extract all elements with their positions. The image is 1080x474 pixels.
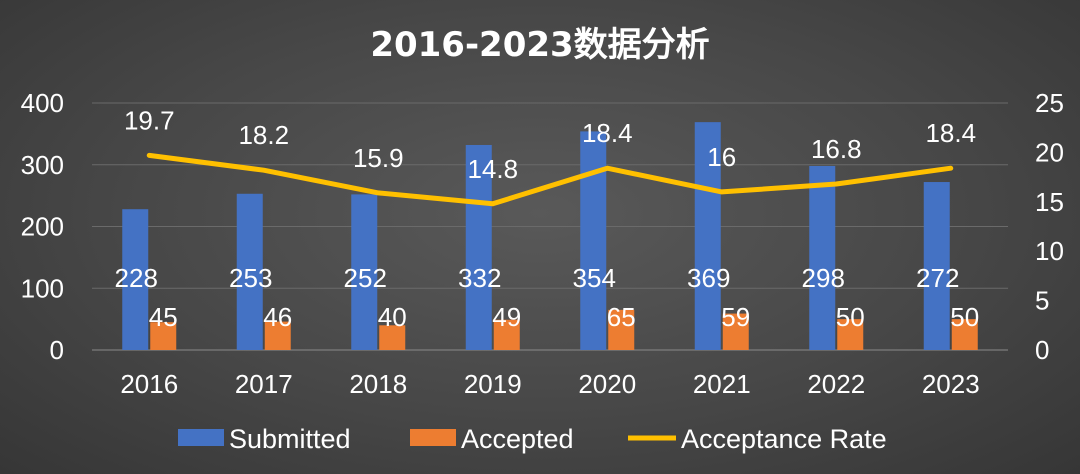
bar-accepted — [951, 319, 978, 350]
y-left-tick-label: 300 — [21, 150, 64, 180]
legend-label-accepted: Accepted — [461, 424, 574, 454]
data-label-accepted: 59 — [721, 302, 750, 332]
bar-submitted — [351, 194, 378, 350]
legend-label-submitted: Submitted — [229, 424, 351, 454]
data-label-accepted: 65 — [607, 302, 636, 332]
data-label-acceptance-rate: 18.4 — [582, 118, 633, 148]
data-label-acceptance-rate: 16 — [707, 142, 736, 172]
data-label-submitted: 369 — [687, 263, 730, 293]
x-tick-label: 2020 — [578, 369, 636, 399]
y-right-tick-label: 10 — [1035, 236, 1064, 266]
bar-accepted — [264, 321, 291, 350]
bar-submitted — [465, 144, 492, 350]
y-axis-right: 0 5 10 15 20 25 — [1035, 88, 1064, 365]
legend-swatch-submitted — [178, 429, 224, 446]
data-label-acceptance-rate: 15.9 — [353, 143, 404, 173]
bar-accepted — [150, 322, 177, 350]
bar-submitted — [122, 209, 149, 350]
data-label-submitted: 272 — [916, 263, 959, 293]
line-acceptance-rate — [146, 152, 954, 207]
legend-label-acceptance-rate: Acceptance Rate — [681, 424, 887, 454]
bar-accepted — [493, 319, 520, 350]
bar-submitted — [236, 193, 263, 350]
y-axis-left: 0 100 200 300 400 — [21, 88, 64, 365]
y-right-tick-label: 20 — [1035, 137, 1064, 167]
x-tick-label: 2016 — [120, 369, 178, 399]
data-label-acceptance-rate: 14.8 — [467, 154, 518, 184]
bar-submitted — [923, 182, 950, 350]
data-label-submitted: 253 — [229, 263, 272, 293]
bar-accepted — [722, 313, 749, 350]
bar-series — [122, 122, 978, 350]
gridlines — [92, 102, 1008, 351]
bar-accepted — [608, 309, 635, 350]
x-tick-label: 2022 — [807, 369, 865, 399]
x-tick-label: 2023 — [922, 369, 980, 399]
data-label-accepted: 50 — [950, 302, 979, 332]
x-tick-label: 2017 — [235, 369, 293, 399]
line-series — [146, 152, 954, 207]
data-label-accepted: 50 — [836, 302, 865, 332]
chart-title: 2016-2023数据分析 — [370, 25, 709, 65]
y-left-tick-label: 100 — [21, 273, 64, 303]
x-tick-label: 2019 — [464, 369, 522, 399]
y-right-tick-label: 15 — [1035, 187, 1064, 217]
data-label-accepted: 40 — [378, 302, 407, 332]
bar-submitted — [580, 131, 607, 350]
data-label-acceptance-rate: 18.2 — [238, 120, 289, 150]
y-left-tick-label: 0 — [50, 335, 64, 365]
x-axis: 2016 2017 2018 2019 2020 2021 2022 2023 — [120, 369, 979, 399]
x-tick-label: 2018 — [349, 369, 407, 399]
y-left-tick-label: 200 — [21, 212, 64, 242]
bar-accepted — [379, 325, 406, 350]
y-right-tick-label: 0 — [1035, 335, 1049, 365]
data-label-accepted: 45 — [149, 302, 178, 332]
x-tick-label: 2021 — [693, 369, 751, 399]
data-label-accepted: 46 — [263, 302, 292, 332]
bar-accepted — [837, 319, 864, 350]
data-label-submitted: 252 — [344, 263, 387, 293]
y-right-tick-label: 5 — [1035, 286, 1049, 316]
data-label-submitted: 298 — [802, 263, 845, 293]
data-label-submitted: 354 — [573, 263, 616, 293]
data-label-acceptance-rate: 19.7 — [124, 105, 175, 135]
legend-swatch-accepted — [410, 429, 456, 446]
bar-submitted — [809, 165, 836, 350]
data-labels: 228 45 19.7 253 46 18.2 252 40 15.9 332 49 14.8 354 6… — [115, 105, 980, 332]
data-label-submitted: 228 — [115, 263, 158, 293]
bar-submitted — [694, 122, 721, 350]
legend: Submitted Accepted Acceptance Rate — [178, 424, 887, 454]
data-label-acceptance-rate: 18.4 — [925, 118, 976, 148]
data-label-accepted: 49 — [492, 302, 521, 332]
data-label-submitted: 332 — [458, 263, 501, 293]
y-left-tick-label: 400 — [21, 88, 64, 118]
y-right-tick-label: 25 — [1035, 88, 1064, 118]
data-label-acceptance-rate: 16.8 — [811, 134, 862, 164]
